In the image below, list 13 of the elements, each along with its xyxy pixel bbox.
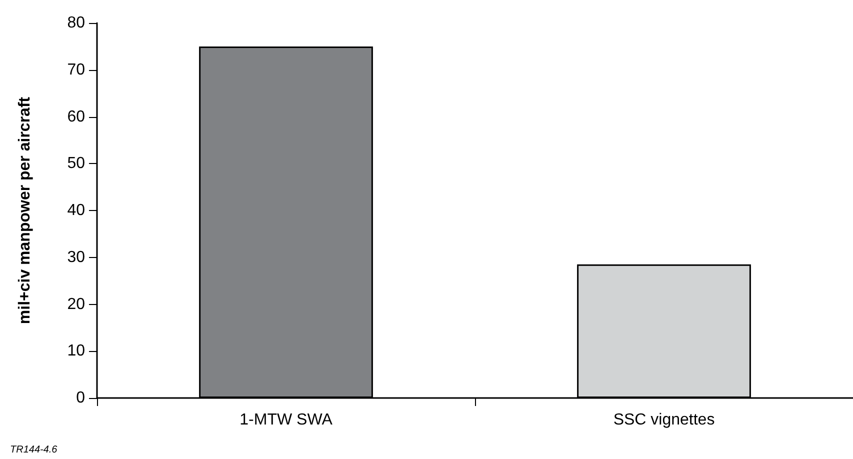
y-tick-label: 20: [67, 296, 86, 313]
y-axis-title: mil+civ manpower per aircraft: [16, 96, 34, 324]
y-tick-label: 30: [67, 248, 86, 266]
y-tick-label: 50: [67, 155, 86, 172]
text: TR144-4.6: [10, 444, 58, 456]
y-tick-label: 10: [67, 342, 86, 360]
y-tick-label: 0: [76, 390, 86, 406]
x-tick-label: SSC vignettes: [613, 412, 715, 428]
y-tick-label: 70: [67, 61, 86, 78]
y-tick-label: 80: [67, 14, 86, 32]
y-tick-label: 60: [67, 108, 86, 126]
x-tick-label: 1-MTW SWA: [240, 412, 333, 428]
y-tick-label: 40: [67, 202, 86, 219]
